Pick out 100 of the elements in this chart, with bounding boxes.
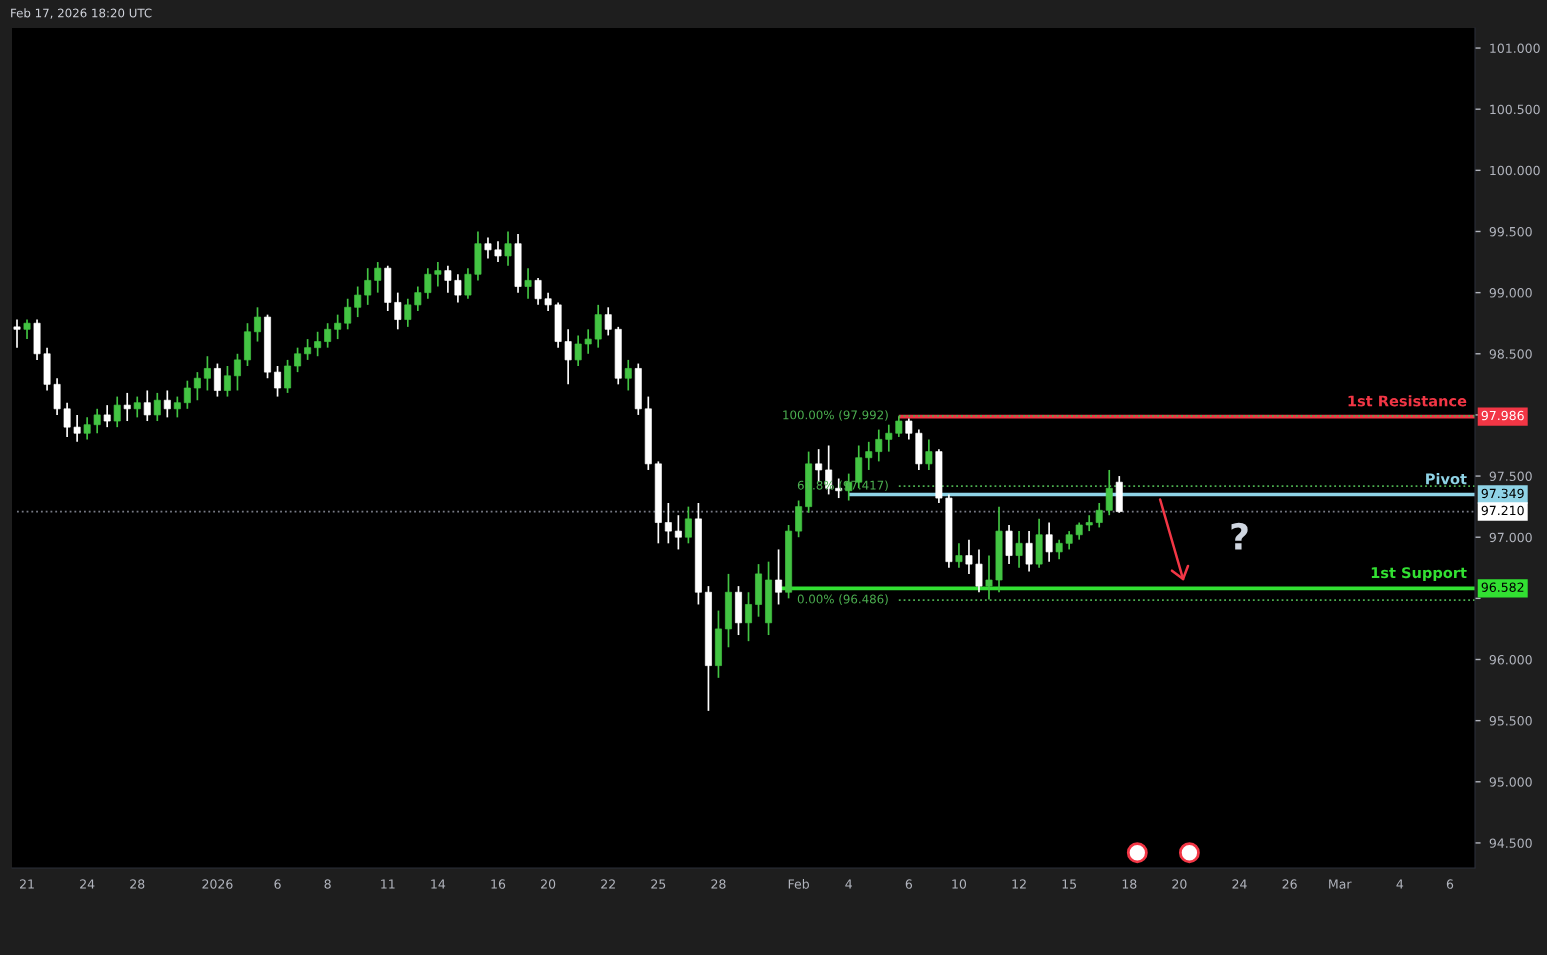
candlestick <box>364 267 372 306</box>
candlestick <box>83 416 91 441</box>
x-tick-label: 14 <box>431 879 446 889</box>
candlestick <box>775 548 783 606</box>
candlestick <box>444 264 452 294</box>
candlestick <box>875 428 883 463</box>
candlestick <box>865 440 873 471</box>
x-tick-label: 4 <box>1396 879 1404 889</box>
x-tick-label: 24 <box>80 879 95 889</box>
candlestick <box>544 291 552 312</box>
ref-line-label: 1st Support <box>1371 567 1467 581</box>
candlestick <box>1055 538 1063 561</box>
candlestick <box>404 297 412 328</box>
candlestick <box>354 285 362 318</box>
candlestick <box>1095 502 1103 529</box>
y-tick-label: 100.000 <box>1490 165 1540 176</box>
candlestick <box>163 389 171 419</box>
x-tick-label: 21 <box>19 879 34 889</box>
text: 97.210 <box>1481 505 1524 516</box>
candlestick <box>534 277 542 306</box>
y-tick-label: 100.500 <box>1490 104 1540 115</box>
annotation: ? <box>1231 522 1248 550</box>
candlestick <box>23 318 31 340</box>
candlestick <box>1015 530 1023 569</box>
candlestick <box>274 365 281 398</box>
y-tick-label: 99.500 <box>1489 226 1532 237</box>
text: 96.582 <box>1481 582 1524 592</box>
y-tick-label: 95.500 <box>1489 716 1532 726</box>
candlestick <box>294 346 302 373</box>
candlestick <box>454 273 462 304</box>
candlestick <box>604 306 612 337</box>
candlestick <box>173 395 181 419</box>
candlestick <box>965 538 973 575</box>
candlestick <box>674 514 682 551</box>
candlestick <box>574 334 582 367</box>
candlestick <box>1085 514 1093 532</box>
y-tick-label: 99.000 <box>1489 288 1532 298</box>
x-tick-label: 22 <box>601 879 615 889</box>
candlestick <box>344 297 352 331</box>
candlestick <box>885 423 893 453</box>
candlestick <box>93 407 101 435</box>
candlestick <box>985 554 993 601</box>
y-tick-label: 96.000 <box>1489 654 1532 665</box>
text: 97.986 <box>1481 410 1524 421</box>
candlestick <box>193 371 201 402</box>
x-tick-label: 6 <box>1446 879 1454 889</box>
x-tick-label: 16 <box>491 879 506 889</box>
candlestick <box>975 548 983 594</box>
candlestick <box>524 267 532 300</box>
candlestick <box>153 392 161 422</box>
candlestick <box>123 392 131 422</box>
x-tick-label: 24 <box>1232 879 1247 889</box>
candlestick <box>895 415 903 438</box>
candlestick <box>334 313 342 340</box>
x-tick-label: Mar <box>1329 879 1352 889</box>
x-tick-label: 8 <box>324 879 331 889</box>
x-tick-label: 12 <box>1012 879 1026 889</box>
candlestick <box>464 267 472 300</box>
candlestick <box>905 417 913 441</box>
y-tick-label: 95.000 <box>1489 777 1532 787</box>
candlestick <box>73 414 81 443</box>
x-tick-label: 6 <box>905 879 913 889</box>
candlestick <box>1025 530 1033 573</box>
candlestick <box>254 306 261 343</box>
candlestick <box>584 328 592 355</box>
x-tick-label: 2026 <box>202 879 233 889</box>
x-tick-label: 10 <box>952 879 967 889</box>
candlestick <box>13 318 21 349</box>
candlestick <box>664 502 672 545</box>
x-tick-label: 6 <box>274 879 281 889</box>
candlestick <box>564 328 572 386</box>
candlestick <box>374 261 382 294</box>
candlestick <box>484 236 492 260</box>
candlestick <box>1105 469 1113 517</box>
x-tick-label: 20 <box>541 879 556 889</box>
x-tick-label: 28 <box>130 879 145 889</box>
ref-line-label: 100.00% (97.992) <box>783 410 888 421</box>
candlestick <box>494 240 502 263</box>
ref-line-label: 1st Resistance <box>1348 395 1467 407</box>
y-tick-label: 97.000 <box>1489 532 1532 543</box>
candlestick <box>304 338 312 361</box>
y-tick-label: 94.500 <box>1489 838 1532 848</box>
x-tick-label: 18 <box>1122 879 1137 889</box>
candlestick <box>203 355 211 392</box>
candlestick <box>684 505 692 545</box>
x-tick-label: 25 <box>651 879 666 889</box>
x-tick-label: 26 <box>1282 879 1297 889</box>
candlestick <box>314 330 322 358</box>
y-tick-label: 101.000 <box>1490 43 1540 53</box>
candlestick <box>1065 530 1073 551</box>
x-tick-label: Feb <box>788 879 809 889</box>
candlestick <box>925 438 933 471</box>
candlestick <box>113 395 121 428</box>
candlestick <box>955 542 963 569</box>
candlestick <box>745 591 752 642</box>
candlestick <box>143 389 151 422</box>
text: 97.349 <box>1481 488 1524 499</box>
candlestick <box>133 395 141 419</box>
candlestick <box>394 291 402 331</box>
candlestick <box>183 379 191 410</box>
